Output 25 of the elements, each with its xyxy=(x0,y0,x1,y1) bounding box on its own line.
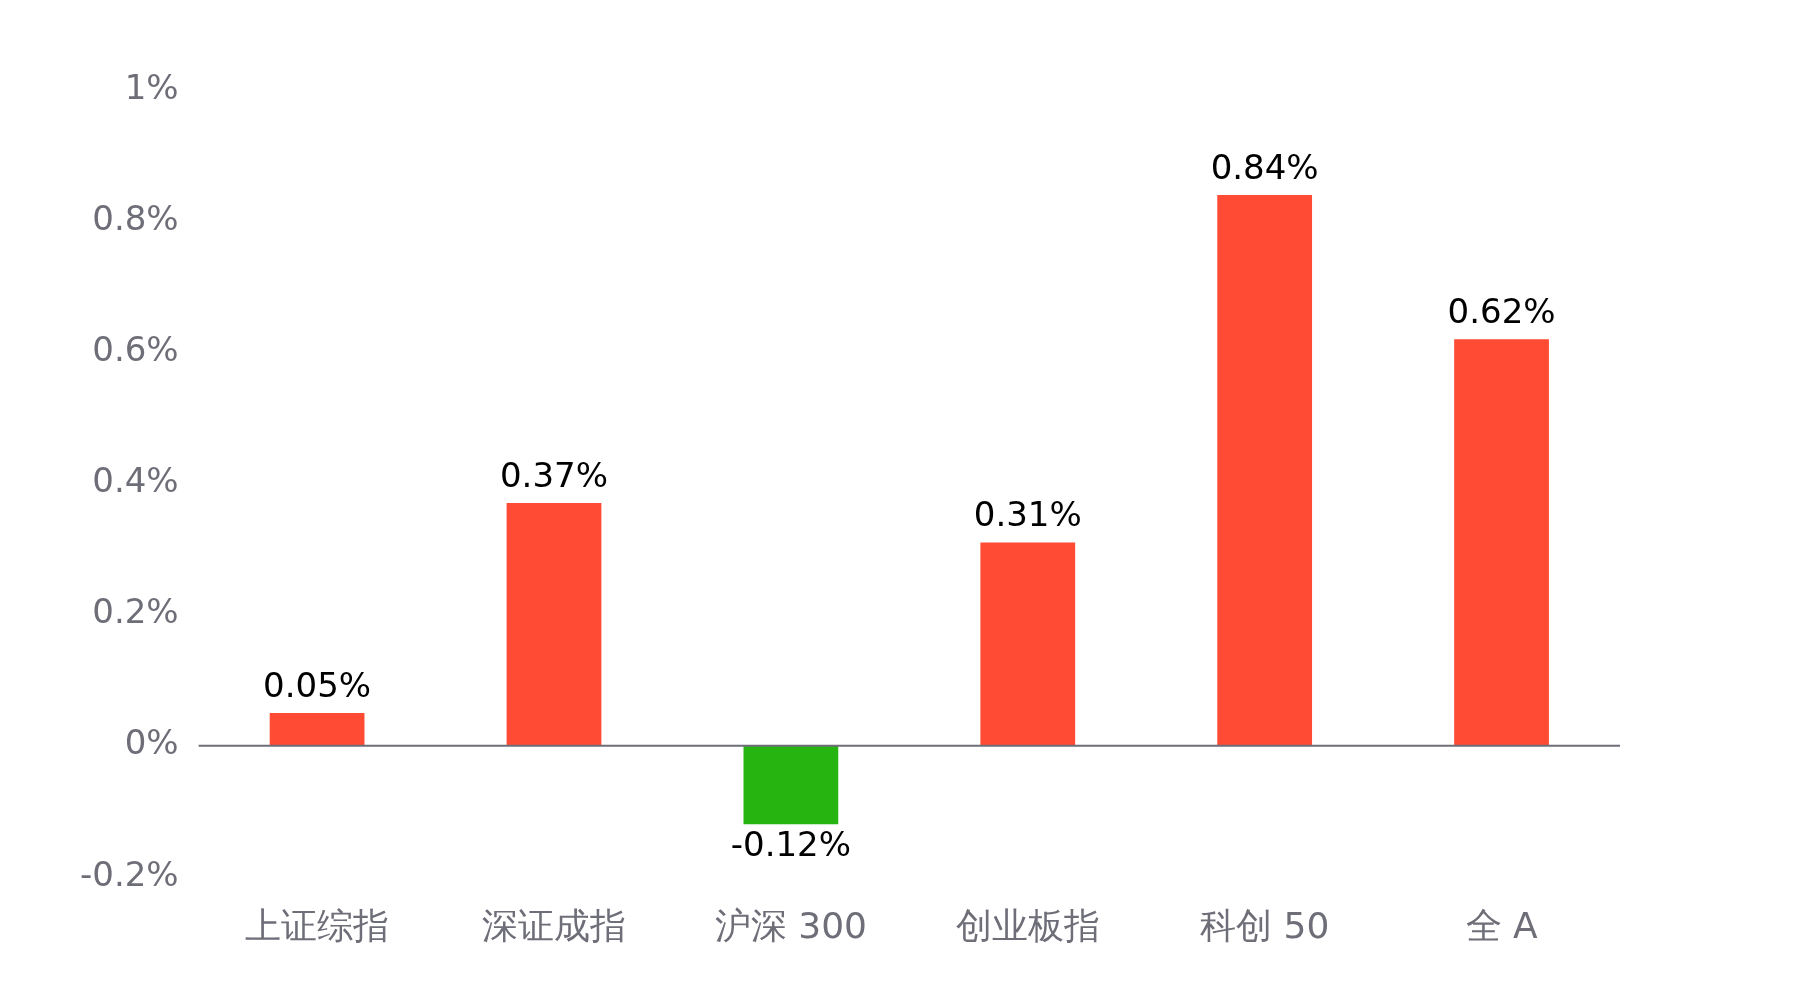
y-tick-label: 0.4% xyxy=(92,460,179,501)
y-tick-label: 1% xyxy=(124,66,179,107)
x-tick-label: 深证成指 xyxy=(481,904,626,946)
x-tick-label: 全 A xyxy=(1465,904,1538,946)
data-label: 0.31% xyxy=(973,494,1082,535)
bar xyxy=(743,745,839,825)
y-tick-label: -0.2% xyxy=(79,853,179,894)
data-label: 0.62% xyxy=(1447,290,1556,331)
y-tick-label: 0.8% xyxy=(92,197,179,238)
x-tick-label: 创业板指 xyxy=(955,904,1100,946)
data-label: 0.84% xyxy=(1210,146,1319,187)
bar xyxy=(269,712,365,746)
bar xyxy=(1217,194,1313,746)
y-tick-label: 0.6% xyxy=(92,329,179,370)
y-tick-label: 0% xyxy=(124,722,179,763)
bar xyxy=(506,503,602,746)
data-label: 0.37% xyxy=(499,454,608,495)
y-tick-label: 0.2% xyxy=(92,591,179,632)
x-tick-label: 上证综指 xyxy=(245,904,390,946)
x-tick-label: 沪深 300 xyxy=(714,904,867,946)
bar xyxy=(980,542,1076,746)
bar xyxy=(1454,339,1549,746)
data-label: 0.05% xyxy=(263,664,372,705)
data-label: -0.12% xyxy=(730,824,852,865)
x-tick-label: 科创 50 xyxy=(1200,904,1330,946)
